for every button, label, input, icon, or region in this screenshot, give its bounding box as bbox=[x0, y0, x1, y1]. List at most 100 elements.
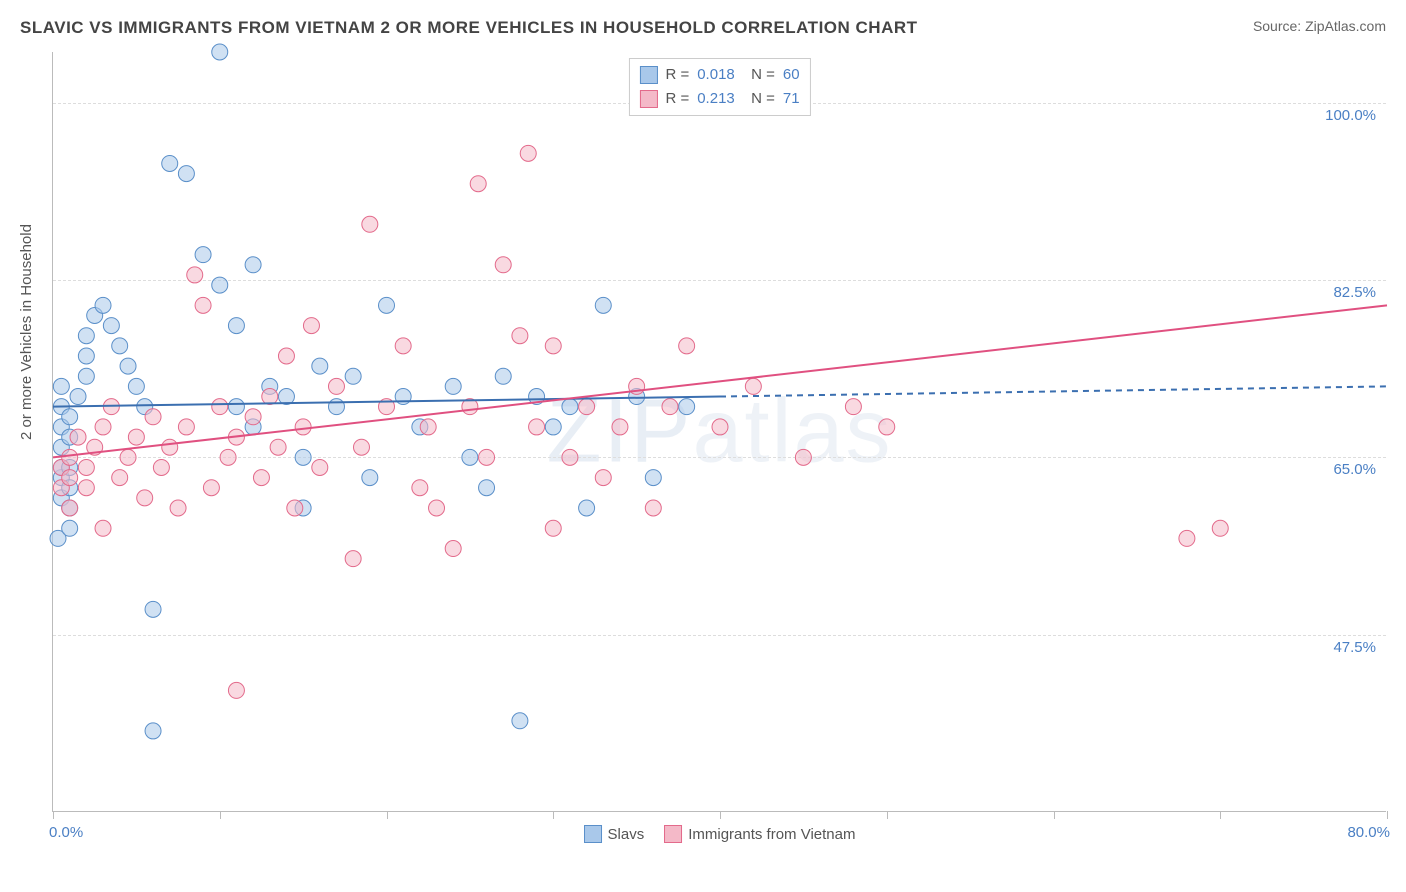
data-point bbox=[579, 500, 595, 516]
legend-item-vietnam: Immigrants from Vietnam bbox=[664, 825, 855, 843]
data-point bbox=[78, 328, 94, 344]
data-point bbox=[495, 257, 511, 273]
data-point bbox=[228, 682, 244, 698]
data-point bbox=[328, 378, 344, 394]
n-value-vietnam: 71 bbox=[783, 87, 800, 111]
data-point bbox=[303, 318, 319, 334]
data-point bbox=[212, 277, 228, 293]
data-point bbox=[595, 470, 611, 486]
data-point bbox=[78, 459, 94, 475]
data-point bbox=[95, 419, 111, 435]
data-point bbox=[545, 520, 561, 536]
source-attribution: Source: ZipAtlas.com bbox=[1253, 18, 1386, 34]
data-point bbox=[412, 480, 428, 496]
data-point bbox=[145, 723, 161, 739]
data-point bbox=[679, 399, 695, 415]
chart-header: SLAVIC VS IMMIGRANTS FROM VIETNAM 2 OR M… bbox=[0, 0, 1406, 46]
legend-row-slavs: R = 0.018 N = 60 bbox=[639, 63, 799, 87]
data-point bbox=[62, 500, 78, 516]
y-tick-label: 100.0% bbox=[1317, 107, 1376, 124]
data-point bbox=[529, 419, 545, 435]
n-value-slavs: 60 bbox=[783, 63, 800, 87]
data-point bbox=[128, 429, 144, 445]
data-point bbox=[312, 459, 328, 475]
scatter-chart: ZIPatlas R = 0.018 N = 60 R = 0.213 N = … bbox=[52, 52, 1386, 812]
data-point bbox=[645, 500, 661, 516]
swatch-vietnam bbox=[639, 90, 657, 108]
data-point bbox=[153, 459, 169, 475]
data-point bbox=[170, 500, 186, 516]
correlation-legend: R = 0.018 N = 60 R = 0.213 N = 71 bbox=[628, 58, 810, 116]
data-point bbox=[103, 318, 119, 334]
data-point bbox=[228, 399, 244, 415]
data-point bbox=[120, 358, 136, 374]
data-point bbox=[178, 166, 194, 182]
data-point bbox=[62, 409, 78, 425]
data-point bbox=[195, 247, 211, 263]
data-point bbox=[345, 368, 361, 384]
data-point bbox=[545, 338, 561, 354]
data-point bbox=[1212, 520, 1228, 536]
data-point bbox=[879, 419, 895, 435]
x-axis-min-label: 0.0% bbox=[49, 824, 83, 841]
swatch-slavs bbox=[639, 66, 657, 84]
data-point bbox=[512, 713, 528, 729]
legend-row-vietnam: R = 0.213 N = 71 bbox=[639, 87, 799, 111]
data-point bbox=[345, 551, 361, 567]
data-point bbox=[562, 449, 578, 465]
data-point bbox=[53, 378, 69, 394]
data-point bbox=[562, 399, 578, 415]
data-point bbox=[395, 338, 411, 354]
data-point bbox=[78, 348, 94, 364]
plot-surface bbox=[53, 52, 1386, 811]
data-point bbox=[353, 439, 369, 455]
data-point bbox=[203, 480, 219, 496]
data-point bbox=[70, 429, 86, 445]
data-point bbox=[62, 470, 78, 486]
data-point bbox=[645, 470, 661, 486]
data-point bbox=[145, 409, 161, 425]
y-axis-label: 2 or more Vehicles in Household bbox=[18, 224, 35, 440]
data-point bbox=[420, 419, 436, 435]
data-point bbox=[178, 419, 194, 435]
data-point bbox=[195, 297, 211, 313]
data-point bbox=[445, 541, 461, 557]
data-point bbox=[253, 470, 269, 486]
data-point bbox=[62, 520, 78, 536]
data-point bbox=[328, 399, 344, 415]
data-point bbox=[78, 368, 94, 384]
legend-item-slavs: Slavs bbox=[584, 825, 645, 843]
data-point bbox=[270, 439, 286, 455]
data-point bbox=[520, 145, 536, 161]
data-point bbox=[262, 389, 278, 405]
data-point bbox=[220, 449, 236, 465]
data-point bbox=[112, 470, 128, 486]
y-tick-label: 65.0% bbox=[1325, 461, 1376, 478]
data-point bbox=[70, 389, 86, 405]
data-point bbox=[545, 419, 561, 435]
data-point bbox=[745, 378, 761, 394]
data-point bbox=[679, 338, 695, 354]
data-point bbox=[495, 368, 511, 384]
data-point bbox=[78, 480, 94, 496]
data-point bbox=[112, 338, 128, 354]
data-point bbox=[479, 480, 495, 496]
data-point bbox=[212, 399, 228, 415]
data-point bbox=[312, 358, 328, 374]
data-point bbox=[120, 449, 136, 465]
legend-swatch-slavs bbox=[584, 825, 602, 843]
data-point bbox=[595, 297, 611, 313]
data-point bbox=[245, 257, 261, 273]
data-point bbox=[512, 328, 528, 344]
data-point bbox=[95, 297, 111, 313]
data-point bbox=[479, 449, 495, 465]
data-point bbox=[187, 267, 203, 283]
legend-swatch-vietnam bbox=[664, 825, 682, 843]
data-point bbox=[278, 348, 294, 364]
y-tick-label: 82.5% bbox=[1325, 284, 1376, 301]
data-point bbox=[795, 449, 811, 465]
legend-label-slavs: Slavs bbox=[608, 826, 645, 843]
data-point bbox=[145, 601, 161, 617]
data-point bbox=[662, 399, 678, 415]
data-point bbox=[1179, 530, 1195, 546]
